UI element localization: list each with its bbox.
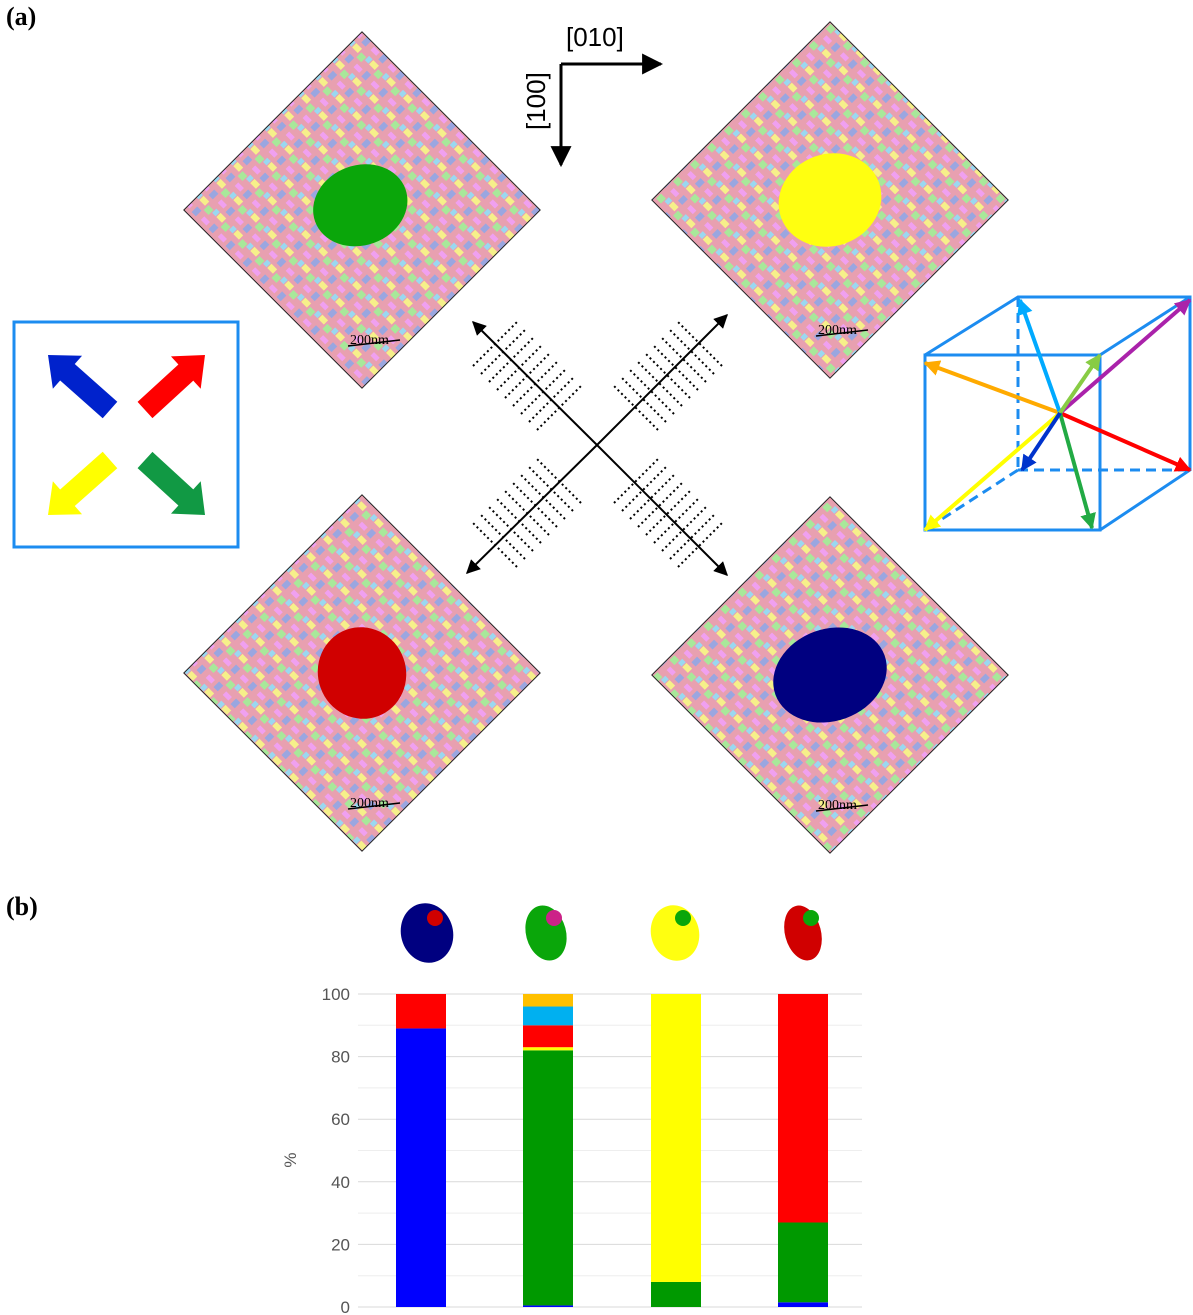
cube-direction-arrow (1017, 298, 1062, 414)
grain-thumbnail (784, 905, 822, 961)
bar-4 (778, 994, 828, 1307)
y-axis-label: % (281, 1152, 300, 1167)
bar-segment (778, 994, 828, 1223)
grain-thumbnail (650, 905, 700, 961)
bar-segment (778, 1302, 828, 1307)
panel-a-label: (a) (6, 2, 37, 31)
orientation-map-bottom-left: 200nm (183, 494, 541, 852)
orientation-map-top-right: 200nm (651, 21, 1009, 379)
cube-direction-arrow (1059, 411, 1192, 472)
cube-direction-arrow (1058, 353, 1102, 415)
legend-arrow (48, 355, 118, 419)
grain (773, 627, 887, 723)
y-tick-label: 0 (341, 1298, 350, 1315)
bar-segment (778, 1222, 828, 1303)
cube-direction-arrow (923, 360, 1061, 415)
y-tick-label: 20 (331, 1235, 350, 1254)
bar-segment (523, 1305, 573, 1307)
axis-y-label: [100] (521, 72, 551, 130)
dotted-line-patterns (472, 321, 723, 568)
y-tick-label: 60 (331, 1110, 350, 1129)
grain (778, 153, 882, 247)
crystal-axes: [010] [100] (521, 22, 664, 168)
bar-2 (523, 994, 573, 1307)
grain-thumbnail (400, 903, 454, 963)
y-tick-label: 80 (331, 1048, 350, 1067)
y-tick-label: 40 (331, 1173, 350, 1192)
bar-segment (396, 1028, 446, 1307)
bar-segment (523, 1025, 573, 1048)
legend-arrow (137, 451, 205, 515)
grain (313, 164, 408, 247)
bar-3 (651, 994, 701, 1307)
axis-x-label: [010] (566, 22, 624, 52)
legend-arrow (48, 451, 118, 515)
cube-diagram (923, 295, 1192, 532)
orientation-map-bottom-right: 200nm (651, 496, 1009, 854)
bar-segment (396, 994, 446, 1029)
center-arrows (466, 314, 728, 576)
orientation-maps: 200nm 200nm 200nm 200nm (183, 21, 1009, 854)
cube-direction-arrow (923, 411, 1062, 532)
stacked-bar-chart: 0 20 40 60 80 100 % (281, 903, 862, 1315)
grain-thumbnail (525, 905, 567, 961)
bar-segment (651, 1281, 701, 1307)
bar-segment (523, 1050, 573, 1306)
panel-b-label: (b) (6, 892, 38, 921)
bar-segment (651, 994, 701, 1282)
cube-direction-arrow (1020, 411, 1062, 472)
legend-arrow (137, 355, 205, 419)
cube-direction-arrow (1058, 298, 1192, 415)
bar-1 (396, 994, 446, 1307)
grain (317, 627, 407, 719)
orientation-map-top-left: 200nm (183, 31, 541, 389)
bar-segment (523, 1006, 573, 1026)
y-tick-label: 100 (322, 985, 350, 1004)
direction-legend (12, 320, 240, 549)
cube-direction-arrow (1058, 412, 1096, 530)
bar-segment (523, 1047, 573, 1051)
bar-segment (523, 994, 573, 1007)
